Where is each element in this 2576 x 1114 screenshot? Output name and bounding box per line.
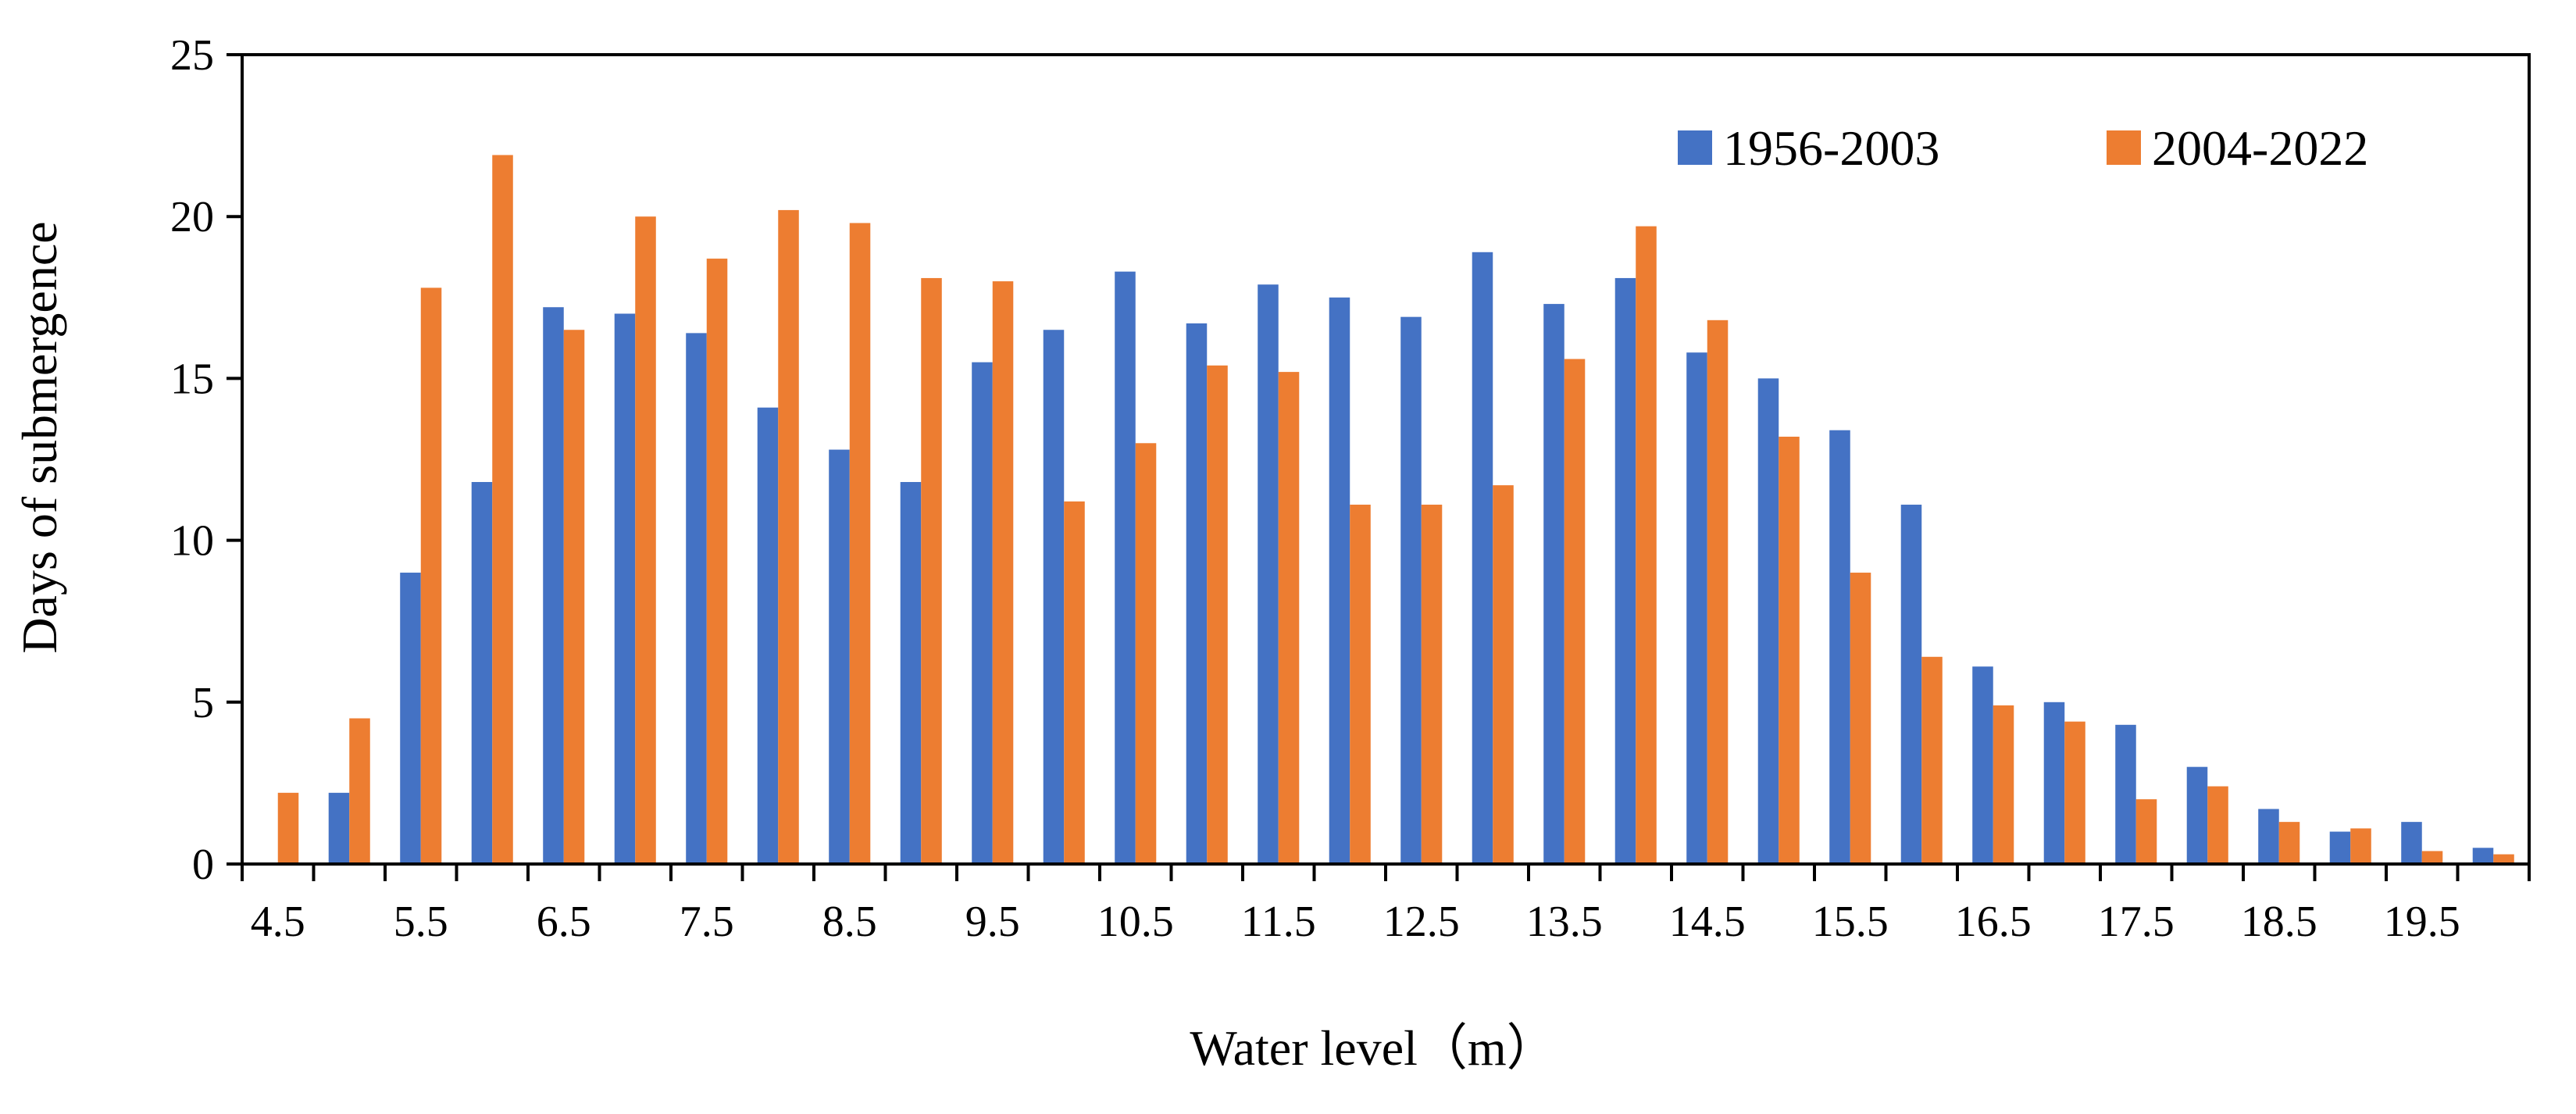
x-tick-label: 8.5 [822, 898, 877, 946]
bar-2004-2022-4.5 [277, 792, 299, 864]
y-tick-label: 15 [170, 355, 214, 403]
bar-2004-2022-17.5 [2135, 799, 2157, 864]
bars-layer [277, 155, 2514, 865]
ticks-layer: 0 5 10 15 20 25 4.5 5.5 6.5 7.5 8.5 9.5 10.5 11.5 12.5… [170, 31, 2531, 946]
plot-frame [241, 53, 2531, 866]
bar-2004-2022-15.5 [1850, 573, 1871, 864]
bar-1956-2003-18 [2186, 766, 2208, 864]
bar-1956-2003-7.5 [686, 333, 707, 864]
bar-1956-2003-11 [1186, 323, 1208, 864]
x-tick-label: 14.5 [1669, 898, 1746, 946]
bar-2004-2022-10.5 [1135, 443, 1157, 864]
bar-2004-2022-6 [492, 155, 513, 864]
legend-label-1956-2003: 1956-2003 [1723, 120, 1939, 176]
legend-swatch-2004-2022 [2107, 130, 2141, 165]
bar-2004-2022-16.5 [1993, 705, 2014, 864]
bar-1956-2003-14 [1614, 277, 1636, 864]
y-tick-label: 5 [192, 679, 214, 727]
x-tick-label: 6.5 [537, 898, 591, 946]
bar-2004-2022-13 [1493, 485, 1514, 864]
bar-1956-2003-14.5 [1686, 352, 1707, 864]
bar-1956-2003-13 [1472, 252, 1493, 864]
bar-2004-2022-16 [1921, 656, 1943, 864]
x-tick-label: 13.5 [1526, 898, 1603, 946]
bar-2004-2022-12.5 [1421, 505, 1443, 864]
bar-1956-2003-10.5 [1115, 271, 1136, 864]
bar-2004-2022-7 [635, 216, 656, 864]
bar-1956-2003-19 [2329, 831, 2351, 864]
x-tick-label: 4.5 [251, 898, 305, 946]
bar-2004-2022-14 [1636, 226, 1657, 864]
x-tick-label: 15.5 [1812, 898, 1889, 946]
bar-1956-2003-10 [1043, 330, 1065, 864]
bar-1956-2003-5.5 [400, 573, 421, 864]
bar-2004-2022-15 [1779, 436, 1800, 864]
bar-2004-2022-9 [921, 277, 942, 864]
bar-1956-2003-6.5 [543, 307, 564, 865]
y-tick-label: 20 [170, 193, 214, 241]
legend-swatch-1956-2003 [1678, 130, 1712, 165]
bar-2004-2022-19.5 [2421, 851, 2443, 864]
bar-1956-2003-8.5 [829, 449, 850, 864]
bar-2004-2022-9.5 [992, 281, 1014, 865]
bar-1956-2003-12.5 [1400, 316, 1422, 864]
bar-2004-2022-7.5 [706, 259, 728, 864]
bar-2004-2022-11.5 [1278, 372, 1300, 864]
bar-1956-2003-16 [1900, 505, 1922, 864]
axes-layer [241, 53, 2531, 866]
bar-2004-2022-14.5 [1707, 320, 1729, 864]
bar-1956-2003-16.5 [1972, 666, 1993, 864]
x-axis-title: Water level（m） [1190, 1020, 1556, 1076]
bar-1956-2003-9.5 [972, 362, 993, 864]
bar-1956-2003-8 [757, 407, 779, 864]
bar-2004-2022-17 [2064, 721, 2085, 864]
bar-2004-2022-8 [778, 209, 799, 864]
bar-1956-2003-11.5 [1258, 284, 1279, 865]
bar-2004-2022-10 [1064, 501, 1085, 864]
bar-2004-2022-20 [2493, 854, 2514, 864]
y-tick-label: 25 [170, 31, 214, 80]
bar-2004-2022-13.5 [1564, 359, 1586, 864]
bar-1956-2003-19.5 [2401, 822, 2422, 864]
bar-1956-2003-17.5 [2115, 724, 2136, 864]
x-tick-label: 16.5 [1955, 898, 2032, 946]
y-axis-title: Days of submergence [12, 221, 67, 653]
bar-1956-2003-17 [2043, 702, 2065, 864]
x-tick-label: 10.5 [1097, 898, 1174, 946]
x-tick-label: 19.5 [2384, 898, 2460, 946]
x-tick-label: 17.5 [2098, 898, 2175, 946]
x-tick-label: 7.5 [680, 898, 734, 946]
legend-label-2004-2022: 2004-2022 [2152, 120, 2368, 176]
bar-2004-2022-12 [1350, 505, 1371, 864]
bar-1956-2003-9 [900, 482, 922, 864]
bar-1956-2003-13.5 [1543, 304, 1565, 865]
bar-2004-2022-18.5 [2278, 822, 2300, 864]
bar-1956-2003-12 [1329, 297, 1350, 864]
bar-1956-2003-15 [1757, 378, 1779, 864]
bar-1956-2003-20 [2472, 848, 2494, 864]
x-tick-label: 5.5 [394, 898, 448, 946]
bar-2004-2022-5 [349, 718, 370, 864]
bar-2004-2022-19 [2350, 828, 2371, 864]
bar-2004-2022-8.5 [849, 223, 871, 864]
bar-2004-2022-18 [2207, 786, 2228, 864]
x-tick-label: 12.5 [1383, 898, 1460, 946]
bar-1956-2003-15.5 [1829, 430, 1850, 864]
bar-2004-2022-11 [1207, 365, 1228, 864]
bar-2004-2022-5.5 [420, 287, 442, 864]
legend: 1956-2003 2004-2022 [1678, 120, 2368, 176]
y-tick-label: 0 [192, 841, 214, 889]
bar-1956-2003-18.5 [2258, 809, 2279, 864]
bar-1956-2003-7 [614, 313, 636, 864]
x-tick-label: 18.5 [2241, 898, 2317, 946]
y-tick-label: 10 [170, 517, 214, 566]
bar-2004-2022-6.5 [563, 330, 585, 864]
x-tick-label: 11.5 [1241, 898, 1316, 946]
x-tick-label: 9.5 [965, 898, 1020, 946]
bar-1956-2003-5 [328, 792, 350, 864]
bar-1956-2003-6 [471, 482, 493, 864]
